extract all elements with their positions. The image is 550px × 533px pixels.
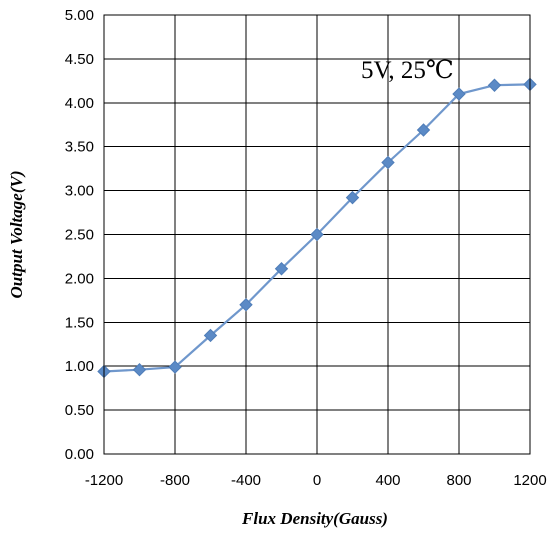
data-point-marker	[168, 360, 182, 374]
y-tick-label: 1.50	[65, 314, 94, 331]
data-point-marker	[132, 363, 147, 377]
y-tick-label: 2.00	[65, 270, 94, 287]
x-tick-label: 0	[313, 472, 321, 489]
x-tick-label: -1200	[85, 472, 123, 489]
y-tick-label: 4.50	[65, 51, 94, 68]
data-point-marker	[381, 155, 395, 170]
x-tick-label: -400	[231, 472, 261, 489]
x-tick-label: 400	[375, 472, 400, 489]
y-tick-label: 0.50	[65, 402, 94, 419]
x-axis-tick-labels: -1200 -800 -400 0 400 800 1200	[85, 472, 547, 489]
data-point-marker	[239, 298, 253, 312]
data-point-marker	[274, 262, 289, 276]
data-point-marker	[310, 227, 324, 242]
y-tick-label: 1.00	[65, 358, 94, 375]
x-axis-title: Flux Density(Gauss)	[241, 509, 388, 528]
data-point-marker	[416, 123, 431, 137]
condition-annotation: 5V, 25℃	[361, 57, 454, 84]
y-tick-label: 0.00	[65, 446, 94, 463]
y-tick-label: 3.00	[65, 183, 94, 200]
data-point-marker	[203, 328, 218, 343]
y-axis-tick-labels: 0.00 0.50 1.00 1.50 2.00 2.50 3.00 3.50 4.00 4.50…	[65, 7, 94, 463]
y-tick-label: 3.50	[65, 139, 94, 156]
data-point-marker	[487, 78, 502, 92]
plot-area-border	[103, 14, 531, 455]
y-axis-title: Output Voltage(V)	[7, 171, 26, 299]
x-tick-label: 1200	[513, 472, 546, 489]
x-tick-label: 800	[446, 472, 471, 489]
y-tick-label: 2.50	[65, 227, 94, 244]
data-point-marker	[452, 87, 466, 101]
y-tick-label: 4.00	[65, 95, 94, 112]
x-tick-label: -800	[160, 472, 190, 489]
data-point-marker	[345, 190, 360, 205]
y-tick-label: 5.00	[65, 7, 94, 24]
